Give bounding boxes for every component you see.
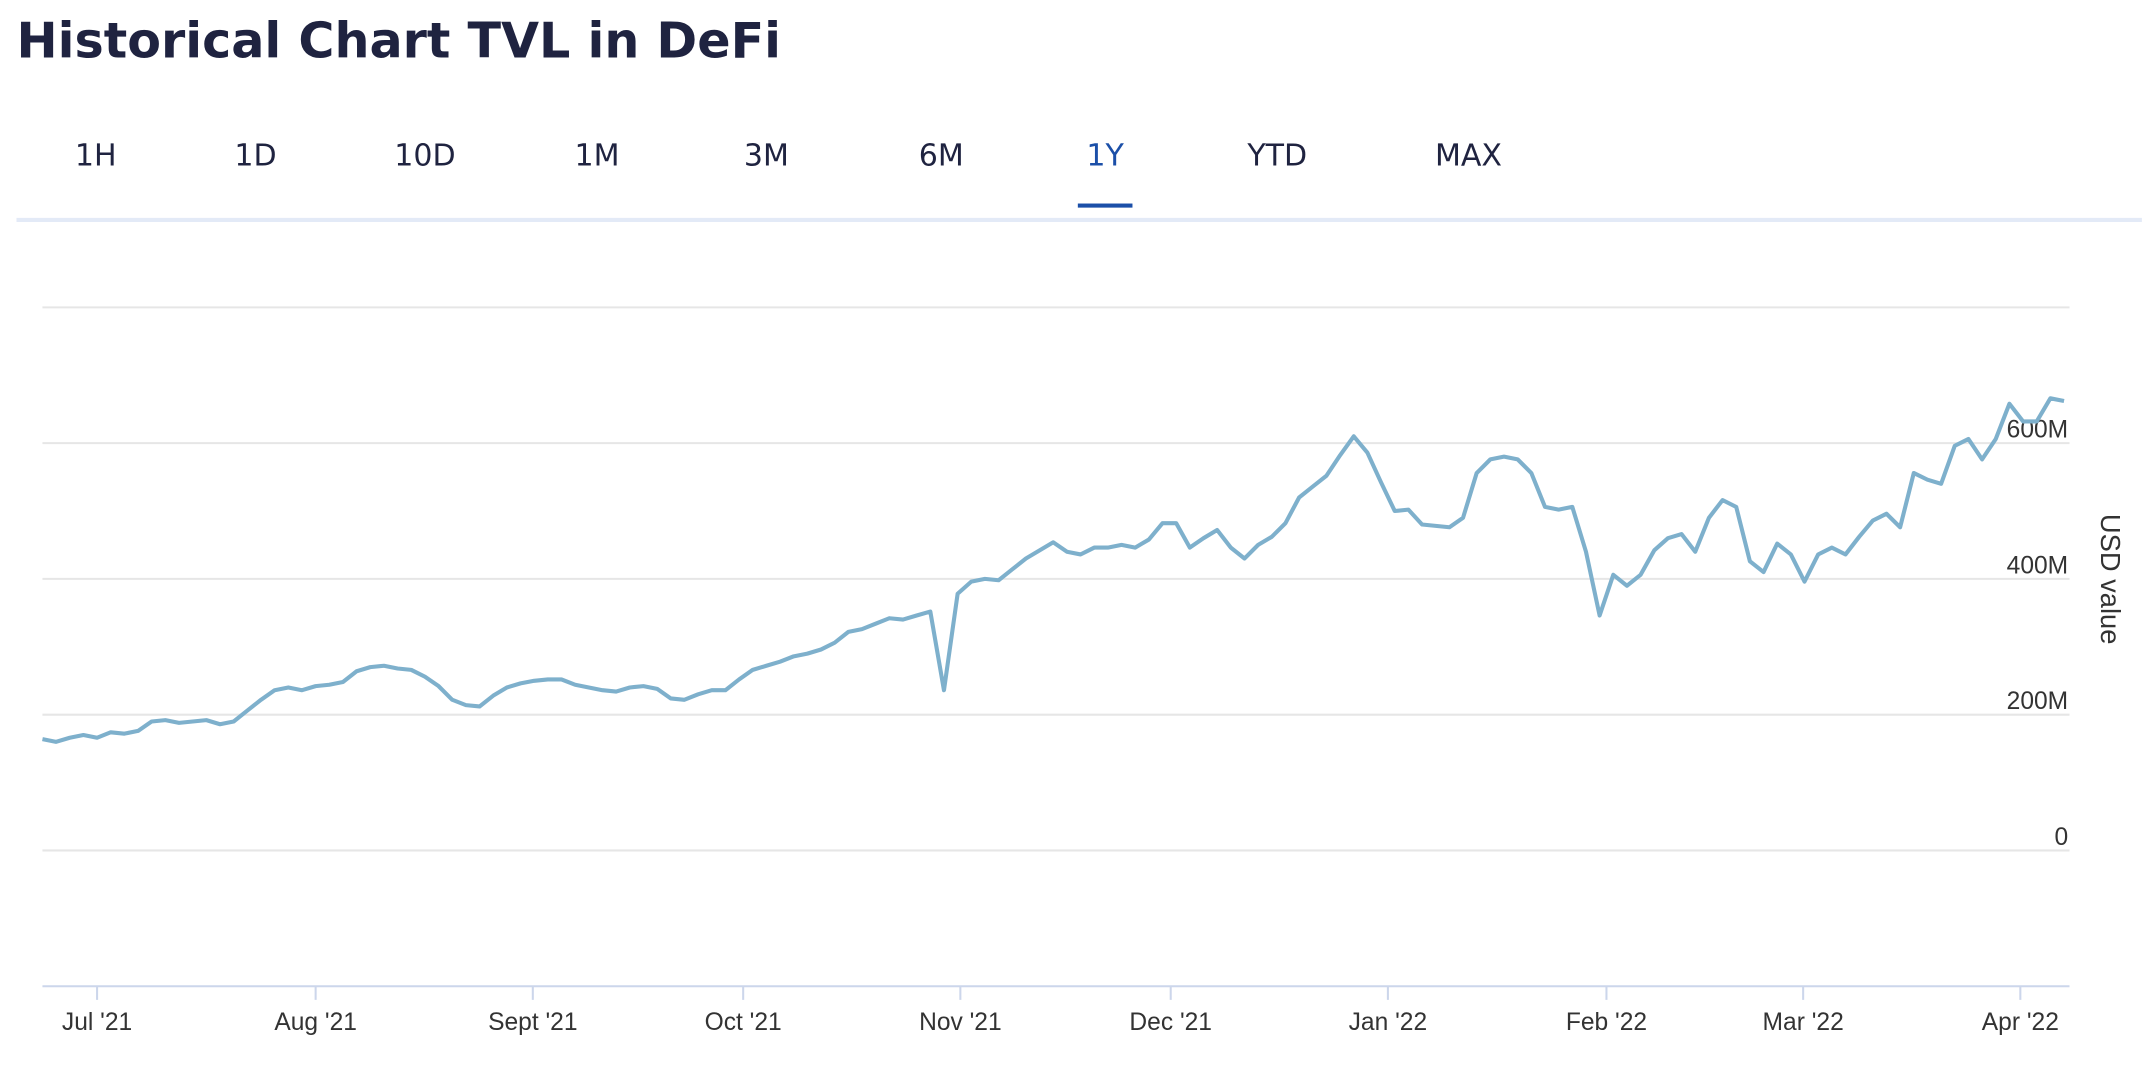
x-tick-label: Sept '21: [488, 1009, 577, 1036]
time-range-tab[interactable]: MAX: [1435, 138, 1502, 173]
y-tick-label: 400M: [2007, 552, 2068, 579]
x-tick-label: Oct '21: [705, 1009, 782, 1036]
y-tick-label: 200M: [2007, 688, 2068, 715]
x-tick-label: Apr '22: [1982, 1009, 2059, 1036]
x-tick-label: Aug '21: [274, 1009, 357, 1036]
x-tick-label: Jan '22: [1349, 1009, 1428, 1036]
time-range-tab[interactable]: 6M: [919, 138, 964, 173]
tvl-line: [42, 396, 2065, 744]
time-range-tab[interactable]: YTD: [1246, 138, 1307, 173]
time-range-tab[interactable]: 1M: [574, 138, 619, 173]
x-tick-label: Feb '22: [1566, 1009, 1647, 1036]
active-tab-indicator: [1077, 203, 1133, 208]
page-title: Historical Chart TVL in DeFi: [16, 11, 781, 69]
y-axis-label: USD value: [2095, 514, 2126, 644]
x-tick-label: Jul '21: [62, 1009, 132, 1036]
time-range-tab[interactable]: 10D: [394, 138, 455, 173]
time-range-tab[interactable]: 1H: [75, 138, 117, 173]
time-range-tab[interactable]: 1Y: [1086, 138, 1124, 173]
tab-bar: 1H 1D 10D 1M 3M 6M 1Y YTD MAX: [75, 138, 1502, 208]
x-tick-label: Dec '21: [1129, 1009, 1212, 1036]
x-tick-label: Nov '21: [919, 1009, 1002, 1036]
x-tick-label: Mar '22: [1763, 1009, 1844, 1036]
time-range-tab[interactable]: 1D: [234, 138, 276, 173]
time-range-tab[interactable]: 3M: [744, 138, 789, 173]
y-tick-label: 0: [2054, 824, 2068, 851]
